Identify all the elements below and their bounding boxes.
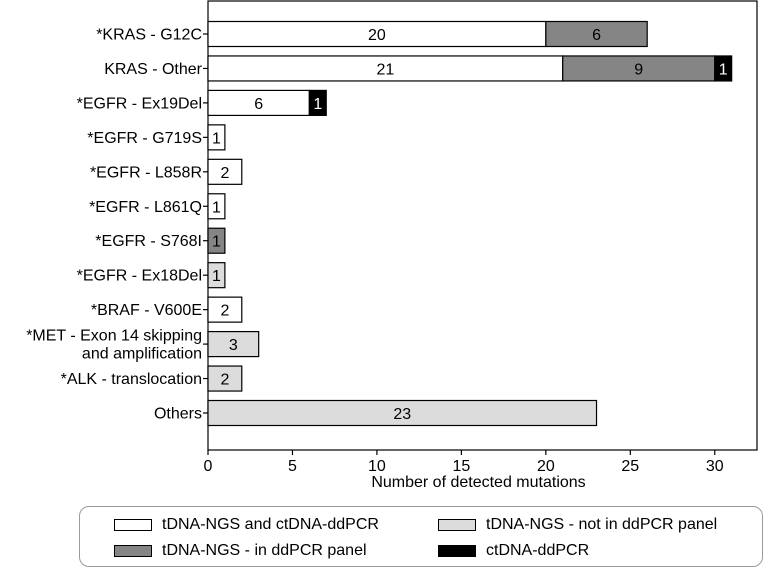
bar-segment [545,20,648,48]
bar-value-label: 1 [212,130,221,147]
category-label: *EGFR - L861Q [89,199,202,216]
legend-label: ctDNA-ddPCR [486,542,590,559]
x-tick-label: 15 [452,458,470,475]
category-label: *EGFR - Ex18Del [77,268,202,285]
category-label-line: *KRAS - G12C [96,27,202,44]
bar-value-label: 21 [376,61,394,78]
chart-legend: tDNA-NGS and ctDNA-ddPCR tDNA-NGS - not … [79,506,763,567]
bar-value-label: 20 [368,27,386,44]
legend-label: tDNA-NGS and ctDNA-ddPCR [162,516,379,533]
bar-segment [562,55,716,82]
bar-value-label: 1 [313,96,322,113]
category-label-line: *MET - Exon 14 skipping [26,328,202,345]
category-label: KRAS - Other [104,61,202,78]
x-axis-title: Number of detected mutations [371,474,585,491]
bar-value-label: 2 [220,165,229,182]
bar-segment [207,158,243,185]
category-label-line: and amplification [82,346,202,363]
category-label: *BRAF - V600E [91,302,202,319]
x-tick-label: 0 [204,458,213,475]
legend-swatch [438,545,476,557]
bar-segment [207,296,243,323]
bar-segment [207,399,598,427]
bar-segment [207,55,564,82]
bar-segment [207,262,226,289]
category-label: *KRAS - G12C [96,27,202,44]
bar-value-label: 1 [212,199,221,216]
bar-segment [207,20,547,48]
x-tick-label: 30 [706,458,724,475]
bar-segment [207,89,310,117]
category-label-line: Others [154,406,202,423]
bar-value-label: 2 [220,303,229,320]
bar-value-label: 2 [220,372,229,389]
mutation-bar-chart: 0 5 10 15 20 25 30 Number of detected mutations… [26,0,758,491]
legend-label: tDNA-NGS - in ddPCR panel [162,542,367,559]
x-tick-label: 5 [288,458,297,475]
category-label: *EGFR - G719S [87,130,202,147]
legend-swatch [114,519,152,531]
x-tick-label: 25 [621,458,639,475]
category-label: *EGFR - S768I [95,233,202,250]
bar-value-label: 6 [592,27,601,44]
bar-segment [714,55,733,82]
x-tick-label: 20 [537,458,555,475]
bar-segment [207,330,260,358]
legend-item-in-panel: tDNA-NGS - in ddPCR panel [114,541,367,561]
legend-item-ctdna: ctDNA-ddPCR [438,541,589,561]
category-label-line: *EGFR - L861Q [89,199,202,216]
legend-label: tDNA-NGS - not in ddPCR panel [486,516,718,533]
category-label: *EGFR - L858R [90,164,202,181]
category-label-line: *EGFR - L858R [90,164,202,181]
bar-segment [207,365,243,392]
category-label-line: KRAS - Other [104,61,202,78]
legend-item-both: tDNA-NGS and ctDNA-ddPCR [114,515,379,535]
plot-frame [207,0,758,451]
bar-value-label: 6 [254,96,263,113]
category-label-line: *EGFR - G719S [87,130,202,147]
bar-segment [207,227,226,254]
category-label-line: *EGFR - Ex18Del [77,268,202,285]
bar-value-label: 9 [634,61,643,78]
category-label-line: *EGFR - S768I [95,233,202,250]
bar-value-label: 23 [393,406,411,423]
x-tick-label: 10 [368,458,386,475]
bar-value-label: 1 [212,268,221,285]
legend-swatch [114,545,152,557]
legend-item-not-in-panel: tDNA-NGS - not in ddPCR panel [438,515,717,535]
category-label: *EGFR - Ex19Del [77,95,202,112]
bar-value-label: 1 [212,234,221,251]
category-label: Others [154,406,202,423]
category-label-line: *BRAF - V600E [91,302,202,319]
bar-value-label: 1 [719,61,728,78]
bar-value-label: 3 [229,337,238,354]
category-label: *MET - Exon 14 skipping and amplification [26,328,202,363]
category-label: *ALK - translocation [61,371,202,388]
category-label-line: *EGFR - Ex19Del [77,95,202,112]
category-label-line: *ALK - translocation [61,371,202,388]
bar-segment [308,89,327,117]
bar-segment [207,124,226,151]
bar-segment [207,193,226,220]
legend-swatch [438,519,476,531]
